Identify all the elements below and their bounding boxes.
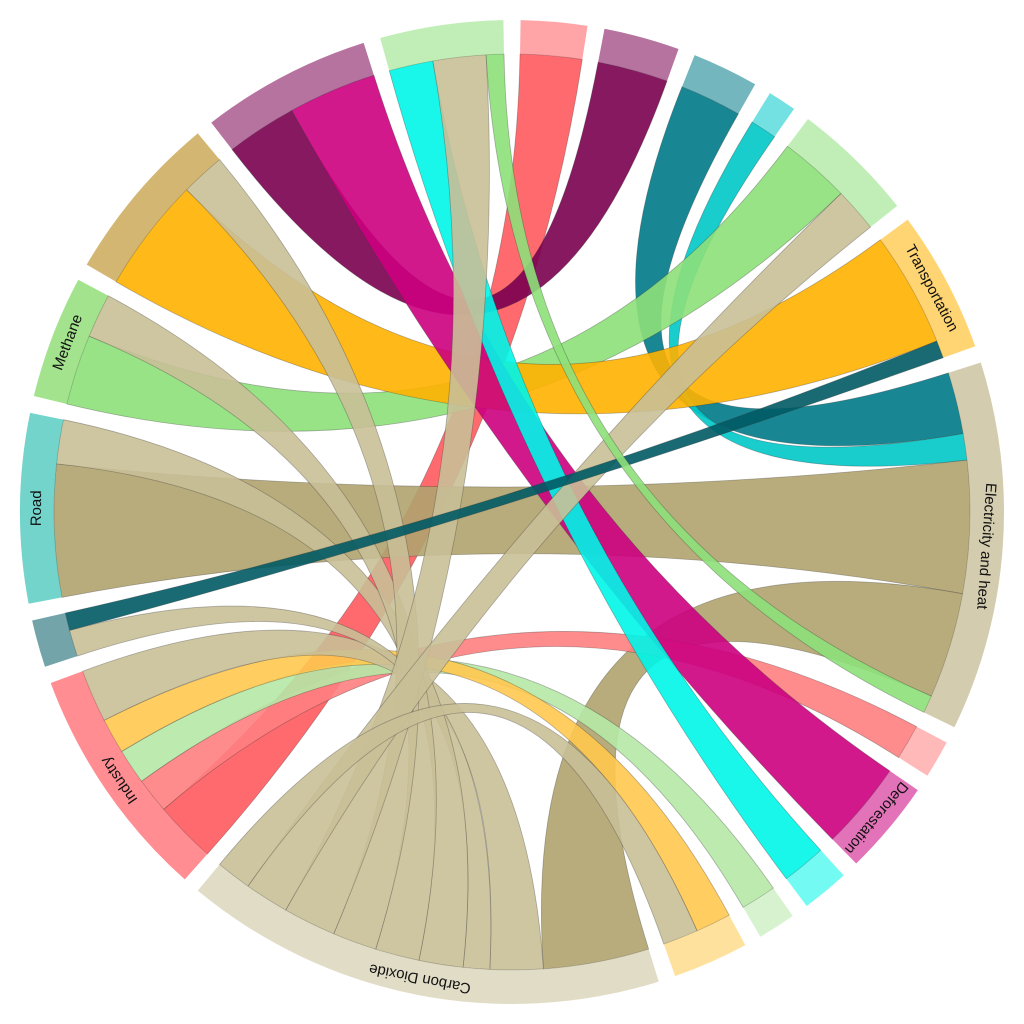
node-arc — [743, 888, 793, 937]
node-arc — [380, 20, 504, 71]
node-arc — [598, 28, 679, 82]
node-arc — [197, 864, 659, 1005]
node-arc — [520, 20, 588, 60]
ribbon — [485, 53, 932, 713]
node-arc — [682, 55, 756, 114]
node-arc — [663, 915, 746, 977]
node-arc — [898, 726, 947, 776]
node-arc — [50, 671, 208, 880]
ribbon — [218, 703, 698, 945]
node-arc — [752, 93, 795, 137]
node-arc — [832, 770, 918, 864]
ribbon — [291, 74, 891, 840]
node-arc — [787, 119, 898, 228]
node-arc — [32, 613, 78, 667]
node-arc — [86, 133, 220, 282]
node-arc — [786, 850, 844, 906]
ribbon — [121, 657, 774, 908]
node-arc — [211, 42, 374, 150]
node-label: Road — [28, 490, 45, 526]
node-arc — [33, 279, 109, 405]
node-arc — [880, 219, 976, 358]
node-arc — [20, 412, 64, 604]
ribbon — [231, 61, 668, 316]
node-arc — [923, 362, 1005, 728]
ribbons — [53, 53, 971, 971]
